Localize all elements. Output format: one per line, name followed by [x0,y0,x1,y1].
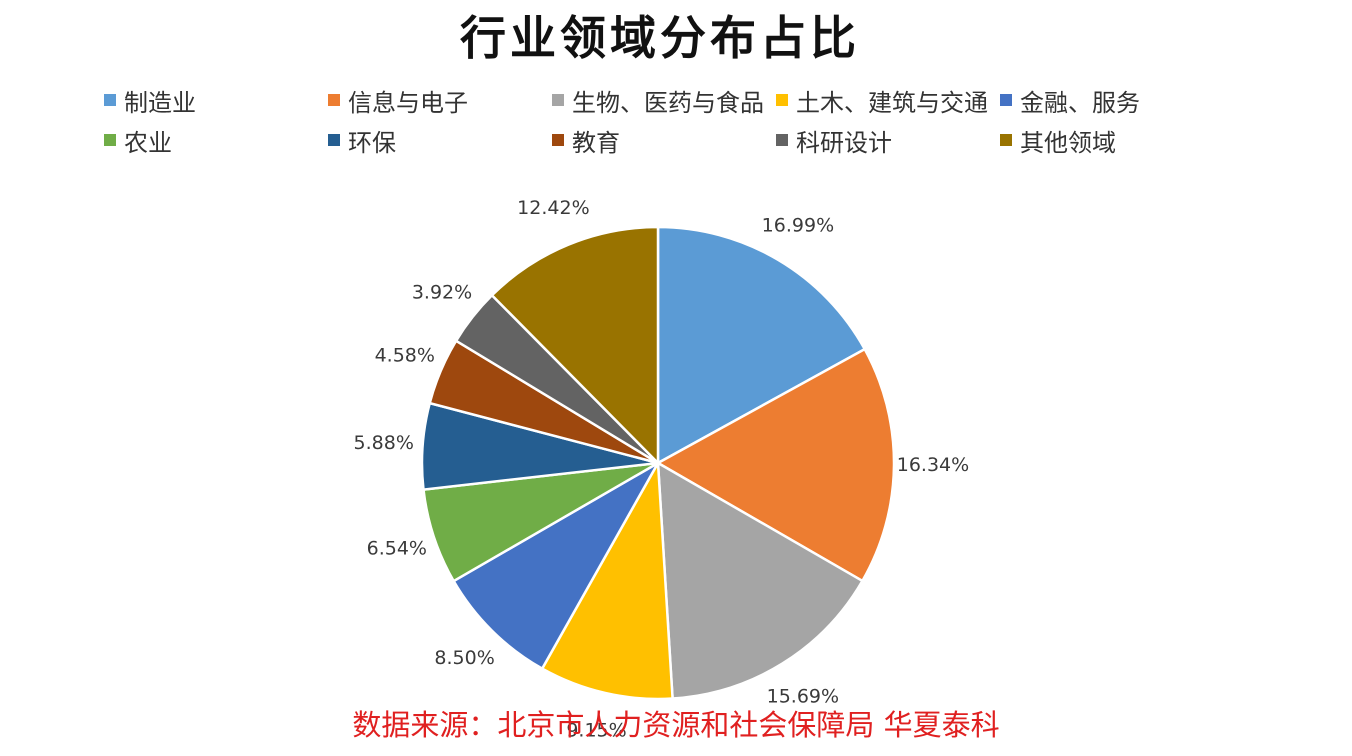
legend-item: 其他领域 [1000,126,1224,157]
legend-item: 教育 [552,126,776,157]
legend-item: 金融、服务 [1000,86,1224,117]
pie-slice [451,459,662,671]
legend-item: 信息与电子 [328,86,552,117]
pie-slice [540,458,674,701]
legend-item: 生物、医药与食品 [552,86,776,117]
slice-data-label: 12.42% [517,197,589,219]
legend-label: 教育 [572,128,620,157]
pie-slice [490,225,660,467]
legend-label: 科研设计 [796,128,892,157]
legend-label: 制造业 [124,88,196,117]
slice-data-label: 4.58% [375,344,435,366]
legend-swatch [776,134,788,146]
legend-swatch [776,94,788,106]
legend-label: 金融、服务 [1020,88,1140,117]
legend-label: 生物、医药与食品 [572,88,764,117]
legend-swatch [1000,134,1012,146]
legend: 制造业 信息与电子 生物、医药与食品 土木、建筑与交通 金融、服务农业 环保 教育 科研设计 其… [104,86,1344,157]
legend-label: 环保 [348,128,396,157]
legend-swatch [552,94,564,106]
pie-slice [655,347,896,583]
legend-label: 信息与电子 [348,88,468,117]
source-note: 数据来源：北京市人力资源和社会保障局 华夏泰科 [352,708,1000,742]
slice-data-label: 5.88% [354,432,414,454]
legend-label: 土木、建筑与交通 [796,88,988,117]
slice-data-label: 16.99% [762,215,834,237]
legend-label: 农业 [124,128,172,157]
legend-swatch [328,134,340,146]
legend-item: 农业 [104,126,328,157]
legend-item: 科研设计 [776,126,1000,157]
legend-swatch [1000,94,1012,106]
pie-slice [656,225,867,466]
slice-data-label: 15.69% [767,685,839,707]
legend-item: 环保 [328,126,552,157]
legend-label: 其他领域 [1020,128,1116,157]
slice-data-label: 9.15% [566,720,626,742]
slice-data-label: 8.50% [434,647,494,669]
pie-slice [656,460,865,700]
slice-data-label: 6.54% [367,538,427,560]
legend-swatch [104,94,116,106]
slice-data-label: 3.92% [412,281,472,303]
chart-title: 行业领域分布占比 [460,11,860,65]
slice-data-label: 16.34% [897,454,969,476]
legend-swatch [104,134,116,146]
legend-item: 制造业 [104,86,328,117]
legend-item: 土木、建筑与交通 [776,86,1000,117]
legend-swatch [328,94,340,106]
legend-swatch [552,134,564,146]
